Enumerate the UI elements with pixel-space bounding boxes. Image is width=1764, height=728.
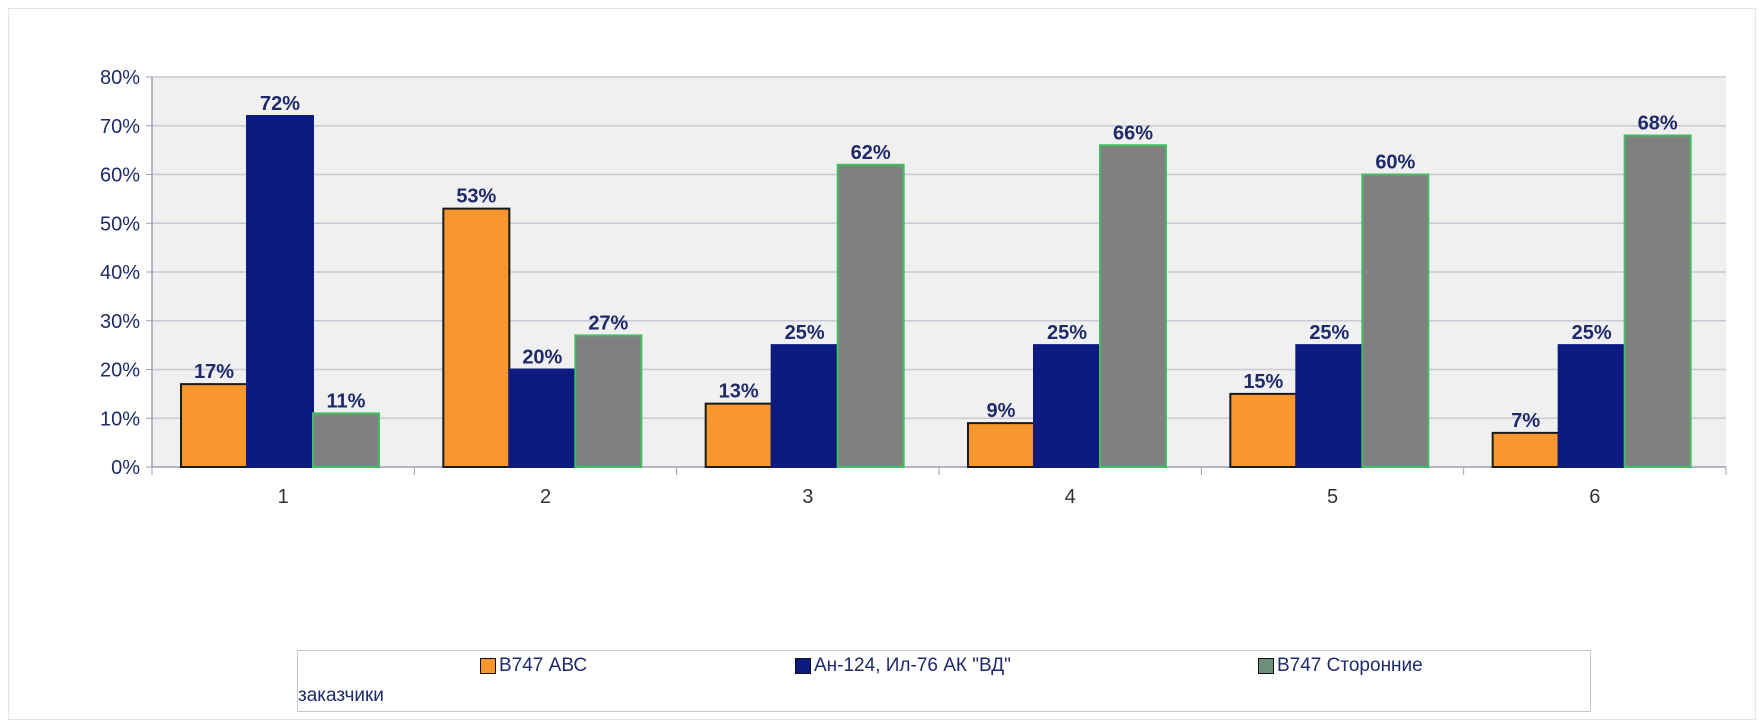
- bar: [312, 412, 380, 468]
- bar-value-label: 62%: [851, 142, 891, 164]
- y-tick-label: 40%: [100, 262, 140, 284]
- bar: [967, 422, 1035, 468]
- bar-value-label: 25%: [785, 322, 825, 344]
- bar-value-label: 7%: [1511, 410, 1540, 432]
- bar-value-label: 72%: [260, 93, 300, 115]
- bar: [1557, 344, 1626, 468]
- legend-item-an124: Ан-124, Ил-76 АК "ВД": [795, 655, 1011, 677]
- bar: [1623, 134, 1692, 468]
- x-tick-label: 4: [1065, 486, 1076, 508]
- bar-value-label: 68%: [1638, 113, 1678, 135]
- bar-value-label: 66%: [1113, 122, 1153, 144]
- bar-value-label: 9%: [987, 400, 1016, 422]
- bar: [180, 383, 248, 468]
- bar: [836, 163, 905, 468]
- y-tick-label: 30%: [100, 311, 140, 333]
- legend: B747 АВС Ан-124, Ил-76 АК "ВД" B747 Стор…: [297, 650, 1591, 712]
- x-tick-label: 1: [278, 486, 289, 508]
- bar: [1033, 344, 1101, 468]
- bar: [442, 207, 511, 468]
- legend-label-wrap: заказчики: [298, 685, 384, 706]
- y-tick-label: 10%: [100, 408, 140, 430]
- bar-value-label: 15%: [1243, 371, 1283, 393]
- legend-swatch-orange: [480, 658, 496, 674]
- bar: [1361, 173, 1430, 468]
- bar-value-label: 25%: [1047, 322, 1087, 344]
- y-tick-label: 0%: [111, 457, 140, 479]
- bar: [574, 334, 643, 468]
- bar: [1491, 431, 1560, 468]
- bar-value-label: 13%: [719, 381, 759, 403]
- x-tick-label: 5: [1327, 486, 1338, 508]
- y-tick-label: 80%: [100, 67, 140, 89]
- legend-item-b747-third-party: B747 Сторонние: [1258, 655, 1423, 677]
- bar-value-label: 27%: [588, 312, 628, 334]
- bar: [1099, 144, 1167, 468]
- bar-value-label: 11%: [327, 390, 366, 412]
- legend-label-b747-avs: B747 АВС: [499, 655, 588, 676]
- y-tick-label: 50%: [100, 213, 140, 235]
- bar-value-label: 20%: [522, 347, 562, 369]
- y-tick-label: 60%: [100, 165, 140, 187]
- x-tick-label: 2: [540, 486, 551, 508]
- legend-label-b747-third-party: B747 Сторонние: [1277, 655, 1423, 676]
- bar-value-label: 25%: [1309, 322, 1349, 344]
- bar: [770, 344, 839, 468]
- bar-value-label: 17%: [194, 361, 234, 383]
- bar-value-label: 53%: [456, 186, 496, 208]
- bar: [1229, 392, 1298, 468]
- bar-value-label: 25%: [1572, 322, 1612, 344]
- y-tick-label: 20%: [100, 360, 140, 382]
- x-tick-label: 6: [1589, 486, 1600, 508]
- x-tick-label: 3: [802, 486, 813, 508]
- legend-swatch-gray: [1258, 658, 1274, 674]
- y-tick-label: 70%: [100, 116, 140, 138]
- bar: [704, 402, 773, 468]
- bar-value-label: 60%: [1375, 152, 1415, 174]
- legend-swatch-navy: [795, 658, 811, 674]
- legend-item-b747-avs: B747 АВС: [480, 655, 587, 677]
- legend-label-an124: Ан-124, Ил-76 АК "ВД": [814, 655, 1011, 676]
- bar: [246, 115, 314, 468]
- bar-chart: 0% 10% 20% 30% 40% 50% 60% 70% 80% 17% 72% 11% 1 53% 2…: [100, 67, 1727, 508]
- bar: [508, 368, 577, 468]
- bar: [1295, 344, 1364, 468]
